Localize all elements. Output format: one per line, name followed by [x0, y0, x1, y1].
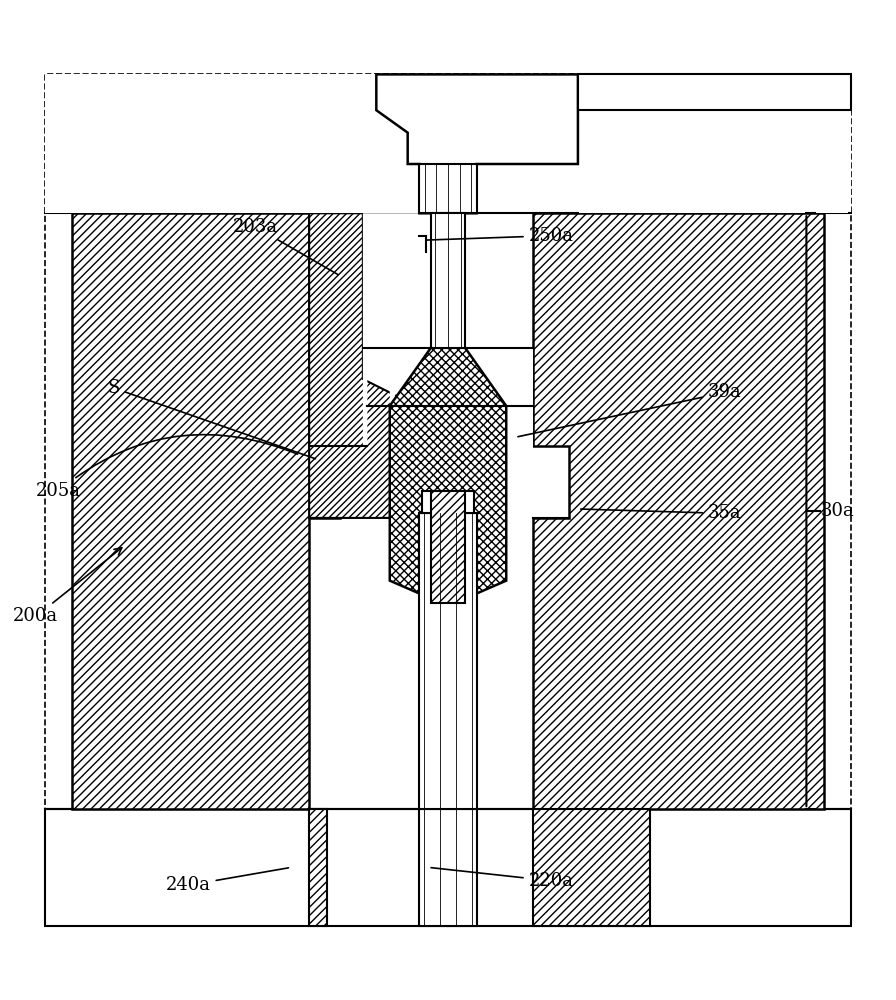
Bar — [45, 74, 448, 213]
Text: 35a: 35a — [581, 504, 742, 522]
Text: 200a: 200a — [13, 548, 122, 625]
Bar — [507, 348, 533, 446]
Bar — [419, 164, 477, 213]
Text: 39a: 39a — [518, 383, 742, 437]
Text: 240a: 240a — [166, 868, 289, 894]
Text: 220a: 220a — [431, 868, 573, 890]
Polygon shape — [72, 213, 340, 809]
Polygon shape — [578, 74, 851, 110]
Bar — [45, 809, 448, 926]
Bar — [419, 809, 477, 926]
Polygon shape — [533, 809, 650, 926]
Polygon shape — [533, 213, 824, 809]
Bar — [419, 513, 477, 809]
Text: S: S — [108, 379, 315, 459]
Text: 205a: 205a — [36, 435, 297, 500]
Polygon shape — [309, 809, 327, 926]
Polygon shape — [363, 213, 419, 446]
Polygon shape — [431, 491, 465, 603]
Polygon shape — [376, 74, 578, 213]
Polygon shape — [309, 213, 399, 518]
Bar — [578, 74, 851, 213]
Bar — [431, 213, 465, 348]
Bar — [45, 74, 851, 926]
Bar — [507, 446, 533, 518]
Text: 203a: 203a — [233, 218, 338, 275]
Polygon shape — [390, 348, 506, 599]
Bar — [448, 809, 851, 926]
Text: 250a: 250a — [426, 227, 573, 245]
Bar — [45, 74, 448, 213]
Bar — [579, 74, 848, 213]
Text: 30a: 30a — [821, 502, 855, 520]
Bar — [422, 491, 474, 513]
